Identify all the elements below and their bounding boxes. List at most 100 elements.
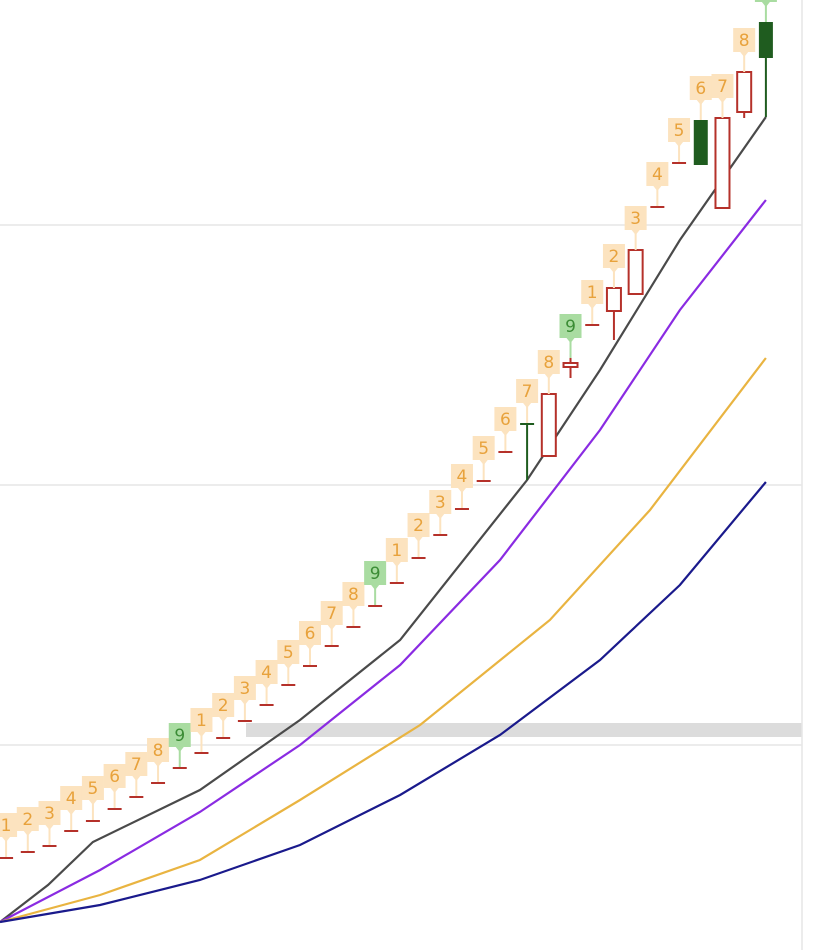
count-label: 3: [435, 493, 446, 513]
candle-body: [585, 324, 600, 326]
count-box: [190, 708, 213, 737]
count-label: 7: [326, 604, 337, 624]
candle-body: [151, 782, 166, 784]
candle-body: [324, 645, 339, 647]
candle-body: [758, 22, 773, 58]
count-label: 8: [153, 741, 164, 761]
count-box: [233, 676, 256, 705]
count-box: [559, 314, 582, 343]
candle-body: [281, 684, 296, 686]
count-label: 6: [305, 624, 316, 644]
candle-body: [454, 508, 469, 510]
count-label: 1: [196, 711, 207, 731]
count-box: [711, 74, 734, 103]
count-box: [429, 490, 452, 519]
count-label: 6: [695, 79, 706, 99]
count-box: [537, 350, 560, 379]
count-label: 7: [717, 77, 728, 97]
candle-body: [194, 752, 209, 754]
candle-body: [237, 720, 252, 722]
count-label: 9: [565, 317, 576, 337]
candle-body: [0, 857, 14, 859]
count-box: [81, 776, 104, 805]
candle-body: [129, 796, 144, 798]
candle-body: [216, 737, 231, 739]
count-box: [60, 786, 83, 815]
count-box: [38, 801, 61, 830]
count-label: 8: [739, 31, 750, 51]
count-box: [668, 118, 691, 147]
candle-body: [389, 582, 404, 584]
count-box: [168, 723, 191, 752]
count-label: 3: [239, 679, 250, 699]
candle-body: [672, 162, 687, 164]
count-label: 1: [587, 283, 598, 303]
count-label: 3: [630, 209, 641, 229]
highlight-band: [246, 723, 802, 737]
count-box: [472, 436, 495, 465]
candle-body: [605, 287, 622, 312]
count-box: [364, 561, 387, 590]
candle-body: [259, 704, 274, 706]
candle-body: [172, 767, 187, 769]
count-box: [255, 660, 278, 689]
count-label: 2: [413, 516, 424, 536]
candle-body: [693, 120, 708, 165]
ma-line: [0, 199, 767, 923]
count-label: 7: [522, 382, 533, 402]
count-box: [277, 640, 300, 669]
count-label: 9: [174, 726, 185, 746]
count-label: 8: [348, 585, 359, 605]
candle-body: [368, 605, 383, 607]
candle-body: [20, 851, 35, 853]
count-label: 6: [109, 767, 120, 787]
count-label: 2: [218, 696, 229, 716]
candle-body: [540, 393, 557, 457]
count-box: [299, 621, 322, 650]
count-box: [147, 738, 170, 767]
candle-body: [64, 830, 79, 832]
candle-body: [498, 451, 513, 453]
candle-body: [411, 557, 426, 559]
count-box: [407, 513, 430, 542]
candle-body: [562, 362, 579, 368]
candle-body: [346, 626, 361, 628]
count-box: [494, 407, 517, 436]
count-label: 7: [131, 755, 142, 775]
ma-line: [0, 481, 767, 924]
count-box: [581, 280, 604, 309]
count-label: 1: [391, 541, 402, 561]
count-label: 4: [66, 789, 77, 809]
count-box: [754, 0, 777, 7]
count-label: 4: [261, 663, 272, 683]
candle-body: [42, 845, 57, 847]
candle-body: [650, 206, 665, 208]
ma-line: [0, 116, 767, 923]
ma-line: [0, 357, 767, 924]
count-label: 9: [370, 564, 381, 584]
count-box: [646, 162, 669, 191]
candle-body: [627, 249, 644, 295]
count-box: [103, 764, 126, 793]
count-box: [733, 28, 756, 57]
count-label: 5: [88, 779, 99, 799]
count-label: 8: [543, 353, 554, 373]
count-label: 5: [674, 121, 685, 141]
count-label: 1: [1, 816, 12, 836]
count-box: [212, 693, 235, 722]
candle-body: [520, 423, 535, 425]
count-box: [624, 206, 647, 235]
candle-body: [107, 808, 122, 810]
count-box: [0, 813, 18, 842]
candle-body: [85, 820, 100, 822]
count-label: 2: [609, 247, 620, 267]
candle-body: [476, 480, 491, 482]
candle-body: [714, 117, 731, 209]
count-label: 5: [478, 439, 489, 459]
candle-body: [433, 534, 448, 536]
count-label: 3: [44, 804, 55, 824]
count-box: [16, 807, 39, 836]
count-box: [320, 601, 343, 630]
count-box: [125, 752, 148, 781]
